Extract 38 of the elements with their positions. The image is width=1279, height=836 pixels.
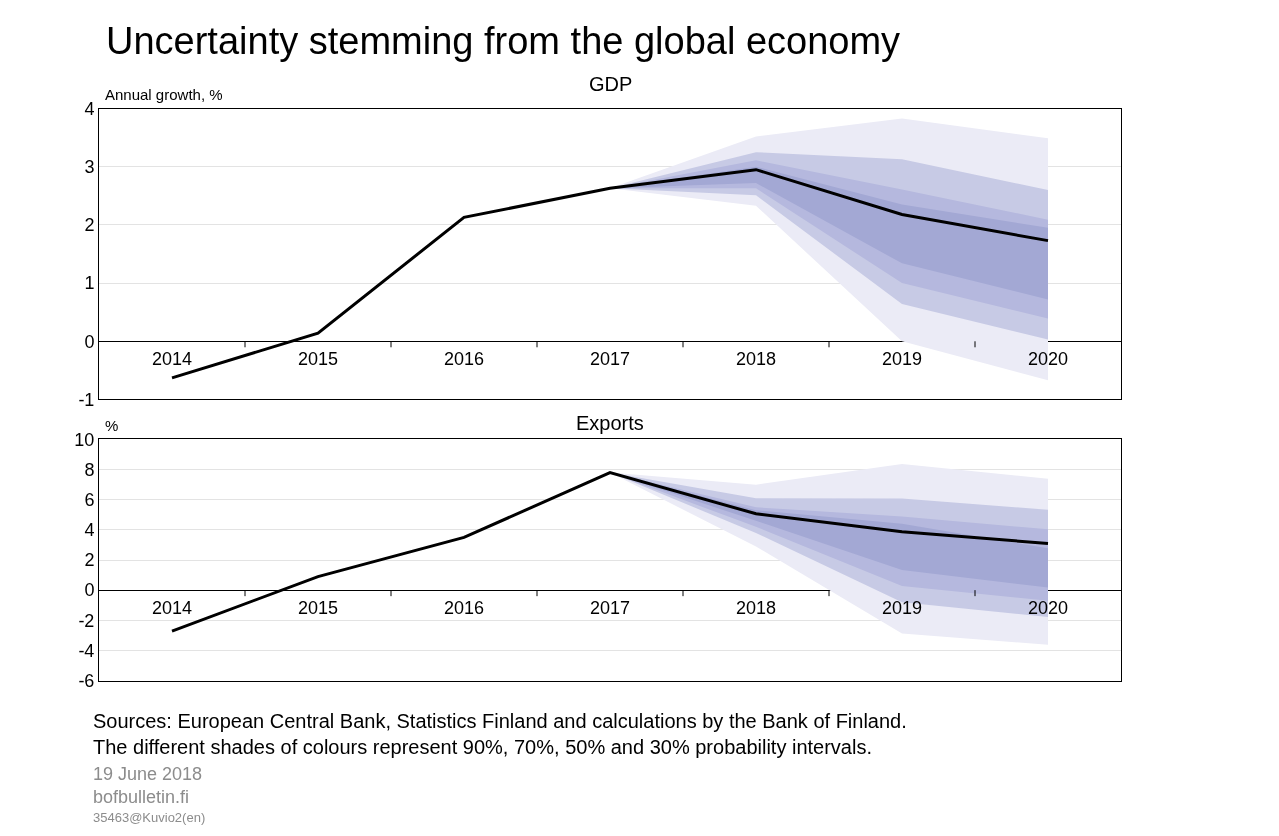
chart-title: Uncertainty stemming from the global economy	[106, 20, 901, 62]
x-tick-label: 2020	[1028, 349, 1069, 369]
y-tick-label: 0	[84, 580, 95, 601]
text: 35463@Kuvio2(en)	[93, 810, 206, 825]
x-tick-label: 2014	[152, 598, 193, 618]
y-tick-label: 6	[84, 490, 95, 511]
x-tick-label: 2016	[444, 349, 485, 369]
text: 19 June 2018	[93, 764, 203, 784]
x-tick-label: 2019	[882, 349, 923, 369]
x-tick-label: 2015	[298, 349, 339, 369]
x-tick-label: 2017	[590, 598, 631, 618]
y-axis-title: %	[105, 417, 119, 434]
x-tick-label: 2018	[736, 598, 777, 618]
y-tick-label: 2	[84, 215, 95, 236]
y-tick-label: 8	[84, 459, 95, 480]
source-note: Sources: European Central Bank, Statistics Finland and calculations by the Bank of Finland. The different shades of colours represent 90%, 70%, 50% and 30% probability intervals.	[93, 710, 907, 758]
chart-subtitle: GDP	[589, 73, 633, 95]
y-tick-label: 3	[84, 157, 95, 178]
y-tick-label: -2	[78, 610, 95, 631]
y-tick-label: 0	[84, 331, 95, 352]
y-tick-label: 10	[74, 429, 95, 450]
x-tick-label: 2015	[298, 598, 339, 618]
x-tick-label: 2016	[444, 598, 485, 618]
y-tick-label: 1	[84, 273, 95, 294]
y-axis-title: Annual growth, %	[105, 86, 223, 103]
x-tick-label: 2019	[882, 598, 923, 618]
chart-title: Exports	[576, 412, 644, 434]
x-tick-label: 2020	[1028, 598, 1069, 618]
y-tick-label: 2	[84, 550, 95, 571]
text: bofbulletin.fi	[93, 787, 190, 807]
y-tick-label: 4	[84, 520, 95, 541]
x-tick-label: 2018	[736, 349, 777, 369]
x-tick-label: 2014	[152, 349, 193, 369]
x-tick-label: 2017	[590, 349, 631, 369]
y-tick-label: -6	[78, 670, 95, 691]
y-tick-label: 4	[84, 98, 95, 119]
y-tick-label: -4	[78, 640, 95, 661]
y-tick-label: -1	[78, 389, 95, 410]
